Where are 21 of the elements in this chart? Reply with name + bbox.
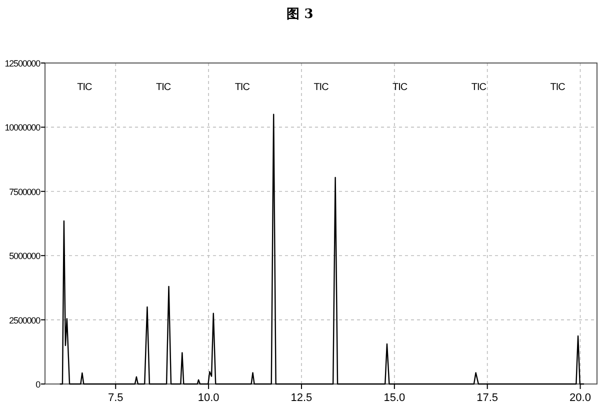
line-series (59, 114, 585, 385)
annotation: TIC (471, 82, 486, 93)
y-tick-label: 12500000 (4, 58, 41, 68)
y-tick-label: 7500000 (9, 186, 41, 197)
annotation: TIC (392, 82, 408, 93)
y-tick-label: 10000000 (4, 122, 41, 133)
annotation: TIC (314, 82, 329, 93)
annotation: TIC (550, 82, 566, 93)
x-tick-label: 15.0 (384, 392, 406, 404)
x-tick-label: 17.5 (476, 392, 498, 404)
y-tick-label: 2500000 (9, 315, 41, 326)
x-tick-label: 7.5 (108, 392, 124, 404)
y-tick-label: 0 (36, 380, 41, 390)
annotation: TIC (77, 82, 92, 93)
chart-title: 图 3 (286, 7, 314, 22)
x-tick-label: 10.0 (198, 392, 220, 404)
x-tick-label: 12.5 (290, 392, 312, 404)
annotation: TIC (234, 82, 250, 93)
x-tick-label: 20.0 (570, 392, 591, 404)
y-tick-label: 5000000 (9, 251, 41, 262)
annotation: TIC (156, 82, 171, 93)
